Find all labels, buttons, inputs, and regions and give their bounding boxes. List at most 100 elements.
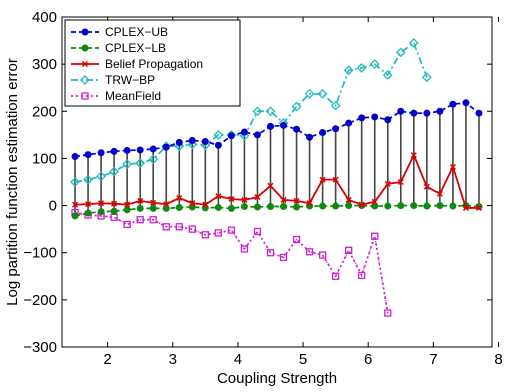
data-point: [397, 107, 405, 115]
data-point: [330, 100, 341, 111]
data-point: [149, 145, 157, 153]
data-point: [123, 220, 131, 229]
data-point: [356, 62, 367, 73]
data-point: [188, 225, 196, 233]
data-point: [71, 212, 79, 220]
data-point: [280, 121, 288, 129]
data-point: [382, 70, 393, 80]
data-point: [84, 151, 92, 159]
data-point: [384, 116, 392, 124]
data-point: [135, 158, 146, 169]
series-0: [71, 99, 483, 161]
data-point: [149, 216, 157, 224]
error-bars: [74, 102, 480, 216]
data-point: [423, 183, 430, 190]
data-point: [397, 202, 405, 210]
data-point: [175, 203, 183, 211]
data-point: [175, 138, 183, 146]
data-point: [318, 251, 327, 259]
y-tick-label: 100: [32, 150, 57, 167]
data-point: [267, 182, 274, 189]
series-3: [70, 38, 432, 187]
data-point: [175, 223, 183, 231]
data-point: [319, 176, 326, 183]
legend-marker: [81, 44, 89, 52]
data-point: [123, 206, 131, 214]
data-point: [228, 195, 235, 203]
data-point: [227, 204, 235, 212]
data-point: [332, 176, 339, 183]
data-point: [421, 72, 432, 83]
series-line: [74, 41, 428, 183]
data-point: [70, 177, 80, 187]
data-point: [345, 196, 352, 203]
data-point: [358, 114, 366, 122]
data-point: [436, 107, 444, 115]
data-point: [124, 201, 131, 208]
x-axis-label: Coupling Strength: [217, 370, 337, 387]
data-point: [410, 109, 418, 117]
data-point: [150, 199, 157, 206]
data-point: [214, 203, 222, 211]
data-point: [293, 203, 301, 211]
data-point: [252, 106, 263, 117]
y-tick-label: −200: [23, 292, 57, 309]
y-tick-label: 300: [32, 56, 57, 73]
data-point: [97, 149, 105, 157]
x-tick-label: 4: [234, 351, 242, 368]
data-point: [371, 202, 379, 210]
data-point: [136, 146, 144, 154]
data-point: [265, 106, 276, 117]
data-point: [279, 253, 288, 262]
data-point: [162, 223, 170, 231]
legend-entry: CPLEX−LB: [71, 41, 166, 55]
data-point: [371, 198, 378, 205]
data-point: [162, 143, 170, 151]
data-point: [213, 129, 224, 140]
data-point: [408, 38, 419, 48]
data-point: [214, 141, 222, 149]
data-point: [240, 128, 248, 136]
data-point: [280, 203, 288, 211]
data-point: [71, 201, 79, 208]
data-point: [343, 65, 354, 76]
data-point: [122, 159, 133, 170]
y-tick-label: −300: [23, 339, 57, 356]
legend-entry: MeanField: [71, 89, 161, 103]
data-point: [423, 109, 431, 117]
data-point: [71, 153, 79, 161]
legend-label: CPLEX−LB: [105, 41, 166, 55]
data-point: [97, 208, 105, 216]
data-point: [293, 125, 301, 133]
data-point: [332, 125, 340, 133]
data-point: [384, 180, 391, 187]
data-point: [292, 235, 301, 244]
data-point: [227, 226, 236, 234]
data-point: [137, 197, 144, 204]
data-point: [475, 109, 483, 117]
data-point: [253, 227, 262, 236]
x-tick-label: 8: [494, 351, 502, 368]
x-tick-label: 6: [364, 351, 372, 368]
data-point: [98, 200, 105, 207]
data-point: [449, 163, 456, 170]
data-point: [240, 203, 248, 211]
data-point: [305, 248, 314, 256]
data-point: [462, 204, 469, 211]
legend-entry: CPLEX−UB: [71, 25, 168, 39]
data-point: [475, 204, 483, 211]
legend-box: [64, 19, 241, 107]
data-point: [136, 216, 144, 224]
data-point: [83, 174, 93, 185]
data-point: [136, 204, 144, 212]
data-point: [215, 193, 222, 200]
data-point: [423, 202, 431, 210]
data-point: [266, 249, 275, 257]
data-point: [384, 202, 392, 210]
data-point: [187, 139, 198, 150]
data-point: [253, 203, 261, 211]
legend-marker: [81, 60, 89, 68]
data-point: [436, 202, 444, 210]
data-point: [227, 132, 235, 140]
